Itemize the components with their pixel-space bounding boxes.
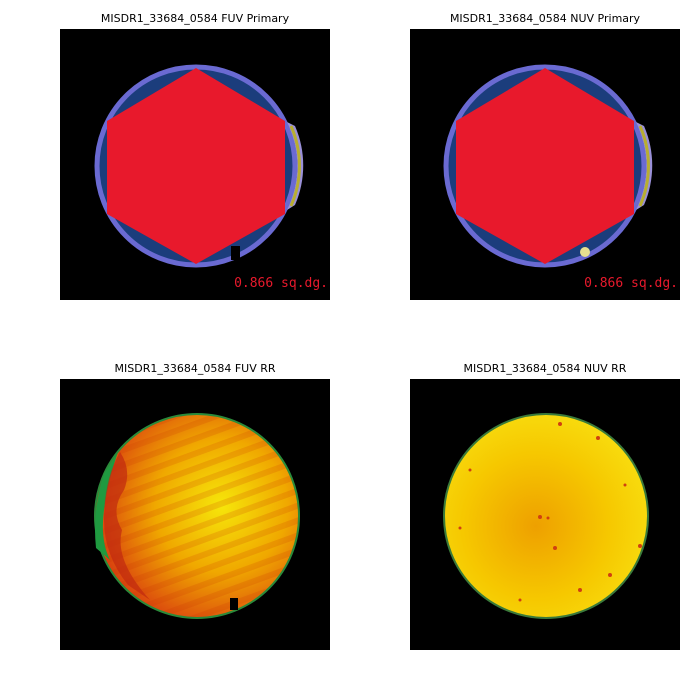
hexagon-region [107,68,285,264]
panel-title: MISDR1_33684_0584 NUV RR [464,362,627,375]
panel-title: MISDR1_33684_0584 FUV Primary [101,12,290,25]
hexagon-region [456,68,634,264]
edge-region [289,125,301,207]
mask-notch [230,598,238,610]
hot-spots [458,422,642,602]
area-label: 0.866 sq.dg. [584,276,678,291]
edge-region [95,452,118,560]
edge-region [636,122,653,210]
bright-spot [580,247,590,257]
area-label: 0.866 sq.dg. [234,276,328,291]
panel-title: MISDR1_33684_0584 FUV RR [115,362,276,375]
response-map [443,413,649,619]
edge-region [104,452,150,600]
mask-notch [231,246,240,260]
edge-region [287,122,304,210]
response-map-stripes [96,415,298,617]
panel-title: MISDR1_33684_0584 NUV Primary [450,12,641,25]
edge-region [638,125,650,207]
